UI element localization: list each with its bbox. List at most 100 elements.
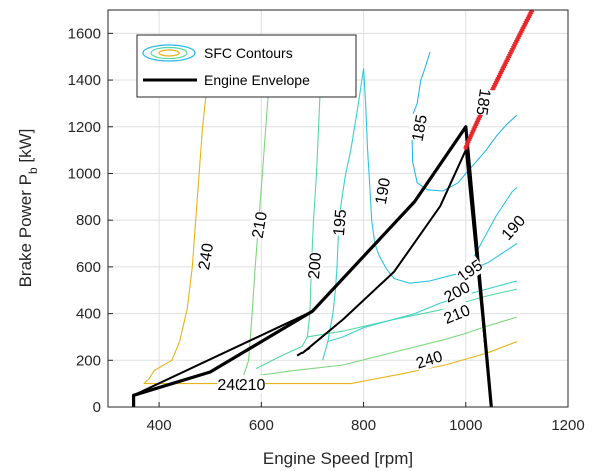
marker-star: [507, 51, 513, 57]
marker-star: [475, 117, 481, 123]
marker-star: [503, 59, 509, 65]
marker-star: [493, 80, 499, 86]
marker-star: [519, 28, 525, 34]
contour-label-group: 185: [407, 113, 431, 143]
x-tick-label: 1200: [551, 417, 584, 434]
contour-label-group: 195: [328, 208, 350, 237]
marker-star: [492, 82, 498, 88]
y-tick-label: 1600: [68, 25, 101, 42]
contour-label: 185: [410, 113, 431, 142]
contour-label-background: [217, 375, 244, 394]
contour-label: 210: [239, 377, 266, 394]
contour-label-background: [193, 242, 217, 271]
contour-label: 240: [196, 242, 217, 271]
contour-label-group: 240: [217, 375, 244, 394]
marker-star: [497, 71, 503, 77]
legend-contour-swatch: [150, 46, 188, 60]
x-tick-label: 800: [351, 417, 376, 434]
marker-star: [471, 125, 477, 131]
marker-star: [522, 22, 528, 28]
marker-star: [523, 18, 529, 24]
engine-envelope: [132, 125, 493, 407]
marker-star: [494, 78, 500, 84]
contour-label-background: [370, 176, 394, 206]
contour-line-195: [327, 280, 518, 343]
marker-star: [518, 30, 524, 36]
marker-star: [476, 115, 482, 121]
y-axis-ticks: 0 200 400 600 800 1000 1200 1400 1600: [68, 25, 113, 416]
marker-star: [464, 142, 470, 148]
y-tick-label: 800: [76, 212, 101, 229]
marker-star: [522, 20, 528, 26]
marker-star: [515, 36, 521, 42]
marker-star: [527, 11, 533, 17]
plot-frame: [107, 9, 569, 408]
x-tick-label: 600: [249, 417, 274, 434]
marker-star: [470, 127, 476, 133]
x-tick-label: 1000: [449, 417, 482, 434]
marker-star: [466, 138, 472, 144]
contour-label-background: [473, 88, 495, 117]
contour-label-background: [497, 211, 529, 243]
marker-star: [511, 43, 517, 49]
contour-label: 185: [472, 88, 493, 117]
marker-star: [500, 65, 506, 71]
y-tick-label: 0: [93, 399, 101, 416]
contour-labels: 2402102001951901851851901952002102402402…: [193, 88, 529, 394]
contour-label-group: 190: [370, 176, 394, 206]
y-tick-label: 1000: [68, 165, 101, 182]
y-axis-label-subscript: b: [26, 167, 40, 174]
marker-star: [496, 74, 502, 80]
contour-label-background: [441, 300, 473, 327]
operating-line: [301, 149, 493, 407]
contour-label: 210: [250, 210, 271, 239]
contour-line-240: [143, 56, 211, 385]
legend-label-engine-envelope: Engine Envelope: [204, 72, 310, 88]
marker-star: [490, 86, 496, 92]
contour-label-background: [413, 346, 445, 372]
marker-star: [512, 41, 518, 47]
contour-label: 195: [331, 208, 350, 236]
contour-label-group: 240: [413, 346, 445, 373]
marker-star: [513, 39, 519, 45]
marker-star: [510, 45, 516, 51]
contour-label-background: [303, 251, 325, 280]
y-tick-label: 200: [76, 352, 101, 369]
x-tick-label: 400: [147, 417, 172, 434]
contour-label-group: 240: [193, 242, 217, 271]
marker-star: [505, 55, 511, 61]
y-tick-label: 1400: [68, 72, 101, 89]
marker-star: [498, 69, 504, 75]
marker-star: [495, 76, 501, 82]
marker-star: [514, 38, 520, 44]
marker-star: [520, 26, 526, 32]
marker-star: [516, 34, 522, 40]
marker-star: [470, 129, 476, 135]
y-tick-label: 600: [76, 259, 101, 276]
marker-star: [467, 136, 473, 142]
contour-label: 200: [306, 252, 325, 280]
marker-star: [509, 47, 515, 53]
marker-star: [508, 49, 514, 55]
contour-label-background: [239, 375, 266, 394]
y-axis-label-unit: [kW]: [16, 129, 35, 163]
marker-star: [499, 67, 505, 73]
marker-star: [524, 17, 530, 23]
marker-star: [477, 112, 483, 118]
y-tick-label: 1200: [68, 119, 101, 136]
marker-star: [525, 15, 531, 21]
contour-label-group: 210: [239, 375, 266, 394]
y-axis-label-main: Brake Power P: [16, 174, 35, 287]
marker-star: [463, 145, 469, 151]
marker-star: [521, 24, 527, 30]
operating-line-dash: [296, 345, 313, 357]
marker-star: [468, 133, 474, 139]
legend: SFC Contours Engine Envelope: [136, 34, 357, 98]
marker-star: [528, 10, 534, 15]
marker-star: [474, 119, 480, 125]
contour-label-background: [440, 277, 473, 306]
marker-star: [491, 84, 497, 90]
contour-label-group: 210: [247, 210, 271, 240]
contour-label: 190: [373, 177, 394, 206]
marker-star: [473, 121, 479, 127]
